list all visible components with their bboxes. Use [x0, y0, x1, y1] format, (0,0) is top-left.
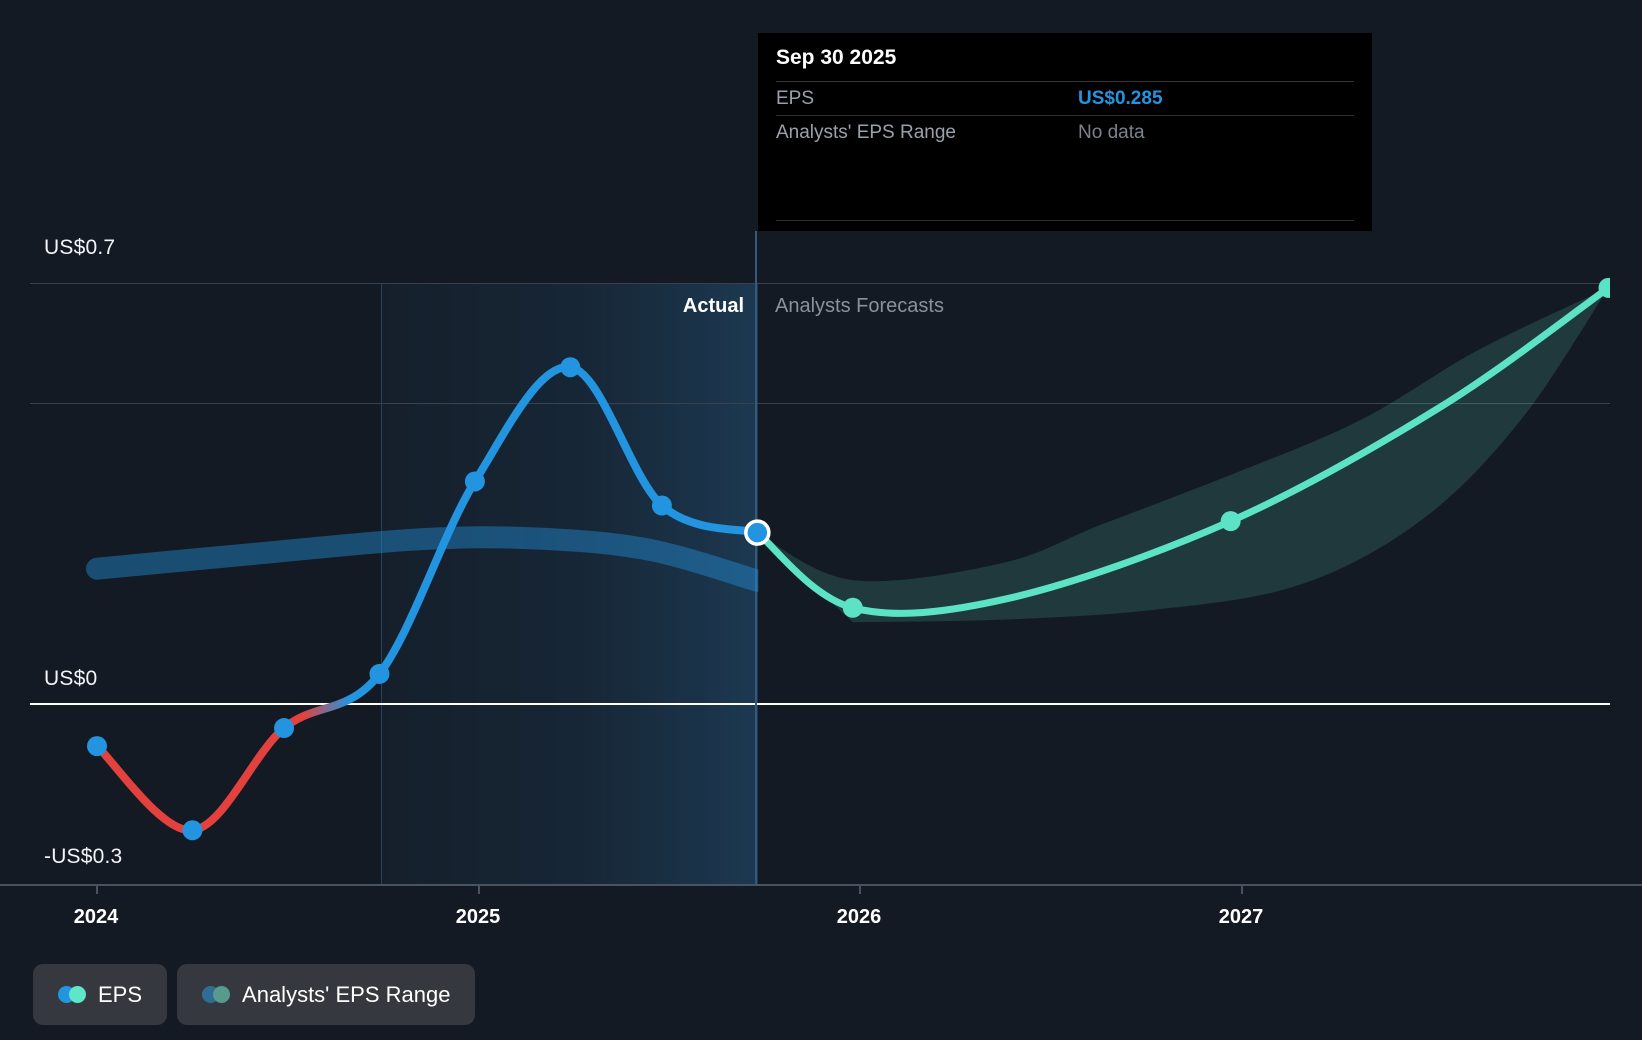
hover-tooltip: Sep 30 2025 EPS US$0.285 Analysts' EPS R… [758, 33, 1372, 231]
analysts-eps-range-forecast-band [757, 287, 1609, 623]
tooltip-row-eps: EPS US$0.285 [776, 82, 1354, 116]
eps-actual-line [93, 363, 762, 835]
chart-legend: EPS Analysts' EPS Range [33, 964, 476, 1025]
y-axis-label-top: US$0.7 [44, 236, 116, 259]
eps-teal-dot-icon [69, 986, 86, 1003]
tooltip-bottom-rule [776, 220, 1354, 221]
eps-legend-dots-icon [58, 986, 86, 1003]
range-legend-dots-icon [202, 986, 231, 1003]
x-tick-2025 [478, 886, 480, 894]
actual-section-label: Actual [682, 295, 744, 317]
tooltip-eps-label: EPS [776, 87, 815, 109]
legend-item-analysts-eps-range[interactable]: Analysts' EPS Range [177, 964, 476, 1025]
actual-data-point[interactable] [560, 357, 581, 378]
tooltip-range-value: No data [1078, 122, 1145, 143]
actual-data-point[interactable] [182, 820, 203, 841]
tooltip-row-range: Analysts' EPS Range No data [776, 116, 1354, 150]
last-12m-highlight-region [381, 283, 758, 885]
y-axis-label-zero: US$0 [44, 667, 98, 690]
x-tick-2026 [859, 886, 861, 894]
tooltip-eps-value: US$0.285 [1078, 87, 1163, 109]
zero-line [30, 703, 1610, 705]
x-axis-label-2027: 2027 [1218, 906, 1264, 928]
legend-range-label: Analysts' EPS Range [242, 981, 451, 1007]
tooltip-date: Sep 30 2025 [776, 33, 1354, 82]
actual-data-point[interactable] [87, 736, 107, 757]
selected-data-point[interactable] [744, 519, 771, 546]
tooltip-range-label: Analysts' EPS Range [776, 122, 956, 143]
legend-item-eps[interactable]: EPS [33, 964, 168, 1025]
x-axis-line [0, 884, 1642, 886]
forecast-data-point[interactable] [1598, 277, 1619, 298]
x-axis-label-2025: 2025 [455, 906, 501, 928]
gridline-0-7 [30, 283, 1610, 284]
y-axis-label-bottom: -US$0.3 [44, 845, 123, 868]
legend-eps-label: EPS [98, 981, 143, 1007]
actual-data-point[interactable] [369, 663, 390, 684]
x-axis-label-2026: 2026 [836, 906, 882, 928]
x-tick-2024 [96, 886, 98, 894]
actual-data-point[interactable] [651, 495, 672, 516]
forecast-data-point[interactable] [842, 597, 863, 618]
actual-forecast-divider-line [755, 231, 757, 885]
forecast-data-point[interactable] [1220, 511, 1241, 532]
gridline-0-5 [30, 403, 1610, 404]
forecast-section-label: Analysts Forecasts [775, 295, 944, 317]
range-teal-dot-icon [213, 986, 231, 1003]
actual-data-point[interactable] [274, 718, 295, 739]
actual-data-point[interactable] [464, 471, 485, 492]
x-axis-label-2024: 2024 [73, 906, 119, 928]
x-tick-2027 [1241, 886, 1243, 894]
analysts-eps-range-past-band [86, 526, 759, 592]
